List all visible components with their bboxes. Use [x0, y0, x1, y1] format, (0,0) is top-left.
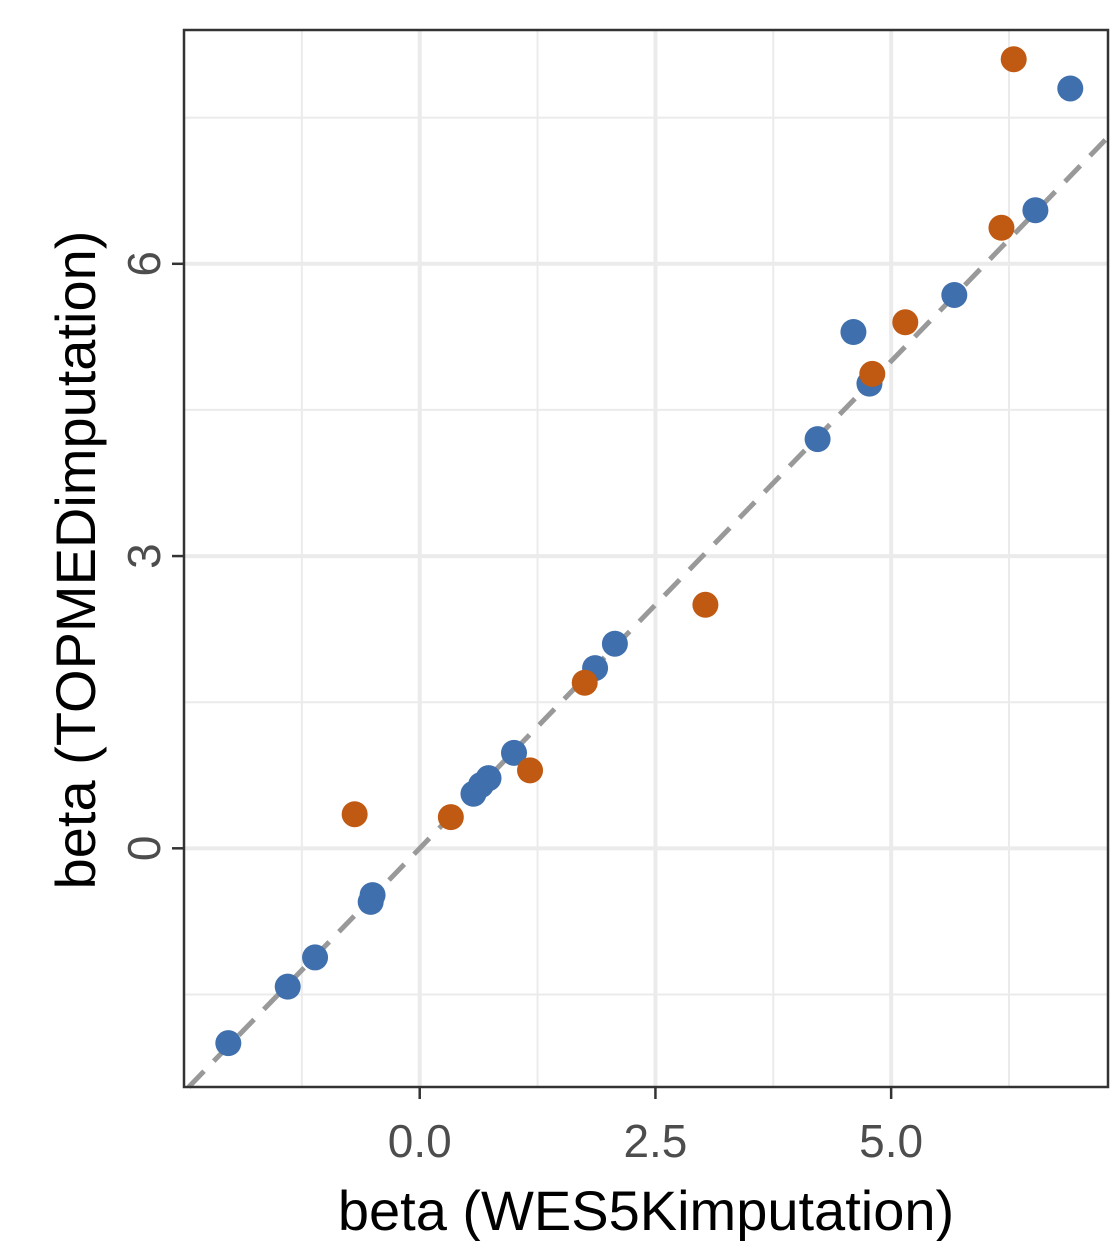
data-point-series-1-3 — [571, 669, 598, 696]
data-point-series-1-4 — [692, 591, 719, 618]
y-tick-label-0: 0 — [118, 836, 170, 862]
data-point-series-0-1 — [274, 973, 301, 1000]
data-point-series-0-10 — [601, 630, 628, 657]
data-point-series-0-8 — [501, 739, 527, 766]
data-point-series-0-14 — [941, 281, 968, 308]
data-point-series-0-11 — [804, 426, 831, 453]
data-point-series-0-12 — [840, 319, 867, 345]
data-point-series-0-2 — [302, 944, 329, 971]
x-tick-label-1: 2.5 — [623, 1115, 687, 1167]
x-tick-label-0: 0.0 — [388, 1115, 452, 1167]
data-points — [215, 46, 1084, 1057]
data-point-series-0-15 — [1022, 197, 1049, 224]
y-axis-title: beta (TOPMEDimputation) — [44, 231, 107, 890]
data-point-series-1-8 — [1000, 46, 1027, 73]
data-point-series-0-16 — [1057, 75, 1084, 102]
x-tick-label-2: 5.0 — [859, 1115, 923, 1167]
data-point-series-1-2 — [517, 757, 544, 784]
y-tick-label-1: 3 — [118, 543, 170, 569]
data-point-series-1-0 — [341, 801, 368, 828]
panel-border — [182, 28, 1110, 1089]
grid-lines — [184, 30, 1108, 1087]
data-point-series-1-6 — [892, 309, 919, 336]
data-point-series-1-5 — [859, 360, 886, 387]
data-point-series-0-4 — [359, 882, 386, 909]
identity-reference-line — [186, 135, 1110, 1089]
data-point-series-1-1 — [437, 804, 464, 831]
reference-line-layer — [186, 135, 1110, 1089]
x-axis-title: beta (WES5Kimputation) — [338, 1179, 954, 1241]
y-tick-label-2: 6 — [118, 251, 170, 277]
data-point-series-1-7 — [988, 214, 1015, 241]
axis-ticks — [172, 262, 893, 1099]
data-point-series-0-7 — [475, 765, 502, 792]
data-point-series-0-0 — [215, 1030, 242, 1057]
